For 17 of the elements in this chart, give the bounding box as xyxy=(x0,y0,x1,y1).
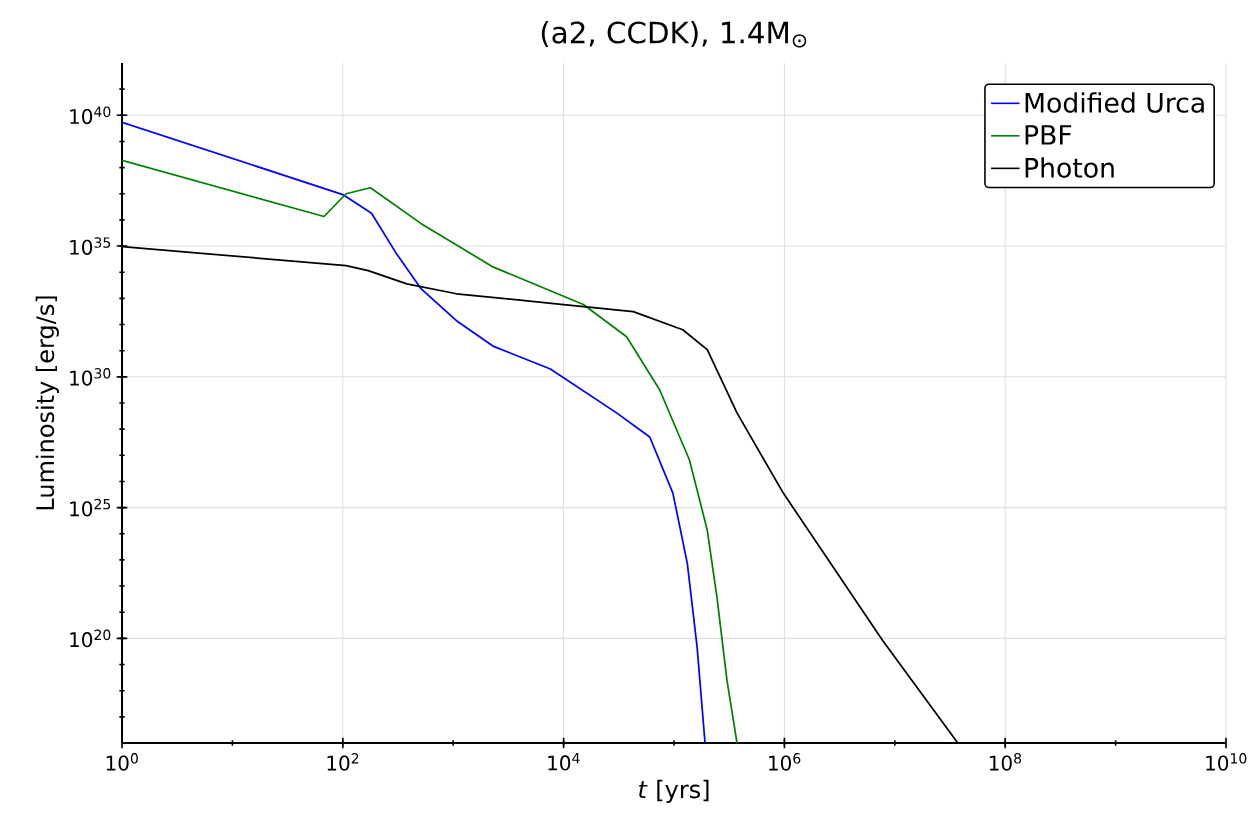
x-axis-title: t [yrs] xyxy=(638,779,709,804)
x-tick-label: 10$^{0}$ xyxy=(106,753,138,771)
y-tick-label: 10$^{40}$ xyxy=(70,106,111,125)
x-tick-label: 10$^{8}$ xyxy=(989,753,1022,771)
x-tick-label: 10$^{2}$ xyxy=(327,753,359,771)
y-tick-label: 10$^{35}$ xyxy=(70,237,111,255)
x-tick-label: 10$^{10}$ xyxy=(1206,753,1247,771)
chart-title: (a2, CCDK), 1.4M$_{⊙}$ xyxy=(541,20,807,48)
y-tick-label: 10$^{30}$ xyxy=(70,368,111,386)
y-tick-label: 10$^{25}$ xyxy=(70,498,111,517)
legend-label: Photon xyxy=(1025,157,1114,178)
legend-label: PBF xyxy=(1025,125,1072,145)
y-axis-title: Luminosity [erg/s] xyxy=(35,296,59,510)
x-tick-label: 10$^{6}$ xyxy=(769,753,801,771)
y-tick-label: 10$^{20}$ xyxy=(70,629,111,648)
x-tick-label: 10$^{4}$ xyxy=(548,753,580,771)
legend-label: Modified Urca xyxy=(1025,92,1204,113)
